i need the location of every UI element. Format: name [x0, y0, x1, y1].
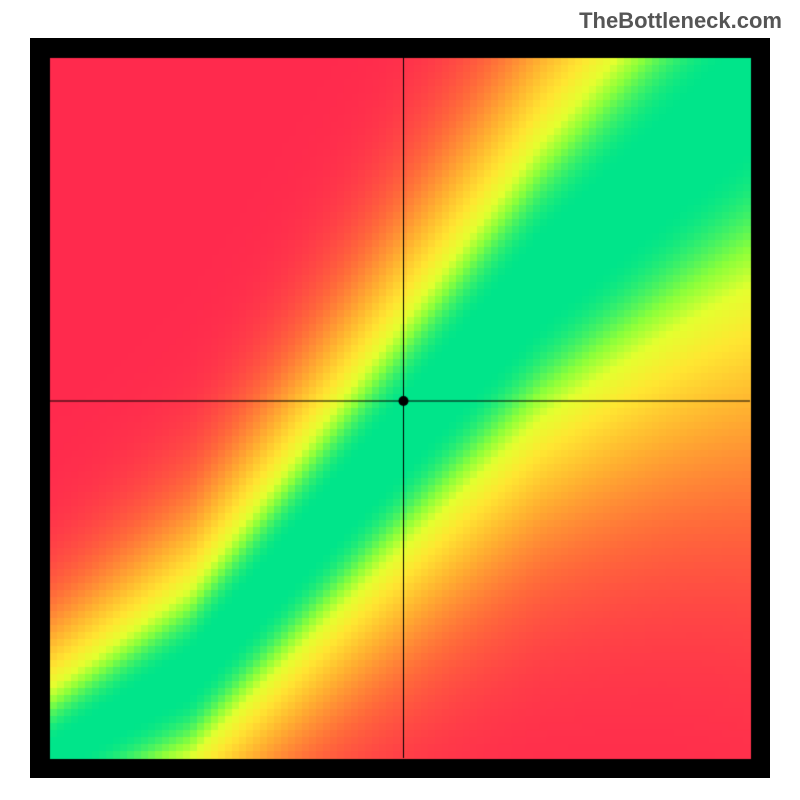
bottleneck-heatmap — [30, 38, 770, 778]
heatmap-canvas — [30, 38, 770, 778]
watermark-text: TheBottleneck.com — [579, 8, 782, 34]
